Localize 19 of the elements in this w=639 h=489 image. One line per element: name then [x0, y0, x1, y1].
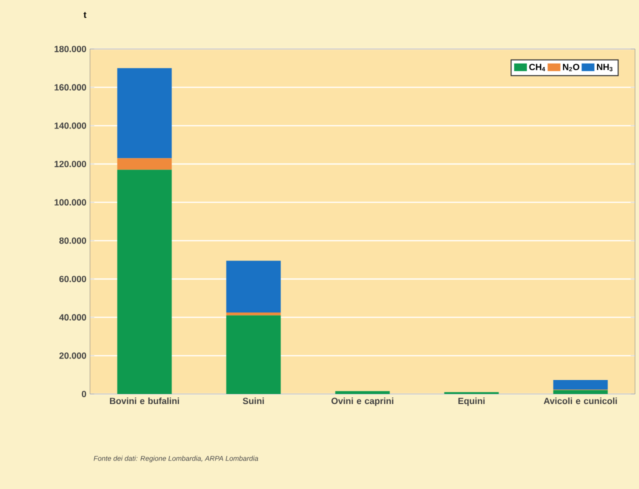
y-tick-label: 120.000	[54, 160, 86, 168]
y-tick-label: 40.000	[59, 314, 86, 321]
y-tick-label: 60.000	[59, 276, 86, 282]
y-tick-label: 180.000	[54, 46, 86, 52]
y-tick-label: 0	[82, 390, 86, 398]
x-tick-label: Ovini e caprini	[331, 398, 394, 406]
y-tick-label: 80.000	[59, 237, 86, 244]
x-tick-label: Bovini e bufalini	[110, 398, 179, 404]
x-tick-label: Avicoli e cunicoli	[544, 398, 617, 404]
legend-label: NH$_{3}$	[596, 64, 612, 72]
y-tick-label: 160.000	[54, 84, 86, 91]
y-tick-label: 140.000	[54, 122, 86, 129]
x-tick-label: Equini	[458, 398, 485, 406]
legend-label: N$_{2}$O	[562, 64, 580, 72]
y-tick-label: 100.000	[54, 199, 86, 206]
legend-label: CH$_{4}$	[529, 64, 546, 72]
x-tick-label: Suini	[242, 398, 264, 404]
y-tick-label: 20.000	[59, 352, 86, 359]
y-axis-title: t	[84, 12, 86, 18]
